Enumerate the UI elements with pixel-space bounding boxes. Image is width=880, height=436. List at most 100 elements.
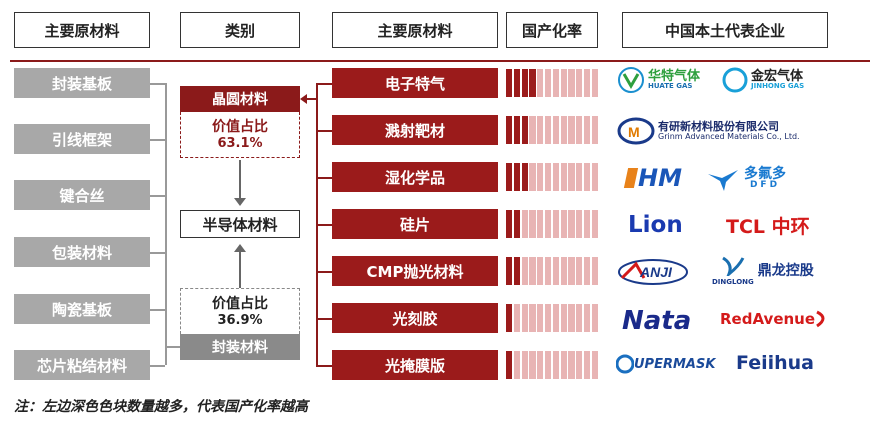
localization-block [544, 210, 552, 238]
localization-block [552, 210, 560, 238]
localization-block [521, 69, 528, 97]
localization-block [583, 304, 591, 332]
localization-block [552, 163, 560, 191]
header-domestic-companies: 中国本土代表企业 [622, 12, 828, 48]
tcl-name: TCL 中环 [726, 216, 810, 238]
localization-block [544, 304, 552, 332]
wafer-material-2: 溅射靶材 [332, 115, 498, 145]
huate-icon [618, 67, 644, 93]
localization-block [552, 116, 560, 144]
huate-en: HUATE GAS [648, 82, 693, 90]
localization-block [591, 257, 599, 285]
category-semiconductor: 半导体材料 [180, 210, 300, 238]
hm-name: HM [638, 164, 682, 192]
localization-block [560, 351, 567, 379]
wafer-arrow-line [306, 98, 316, 100]
localization-block [576, 304, 583, 332]
packaging-material-4: 包装材料 [14, 237, 150, 267]
localization-bar-5 [506, 257, 599, 285]
localization-block [583, 69, 591, 97]
arrow-up [239, 252, 241, 288]
localization-block [529, 304, 536, 332]
localization-block [583, 257, 591, 285]
localization-block [521, 116, 528, 144]
localization-block [576, 257, 583, 285]
wafer-arrow-head [300, 94, 307, 104]
dinglong-name: 鼎龙控股 [757, 263, 814, 279]
localization-block [576, 351, 583, 379]
svg-text:M: M [628, 124, 640, 140]
redavenue-swoosh-icon [816, 310, 825, 328]
hm-accent-icon [623, 168, 639, 188]
wafer-share-label: 价值占比 [212, 119, 268, 135]
supermask-icon [616, 354, 634, 374]
localization-bar-1 [506, 69, 599, 97]
grinm-icon: M [617, 117, 655, 145]
jinhong-en: JINHONG GAS [751, 82, 805, 90]
localization-block [552, 69, 560, 97]
localization-block [537, 304, 544, 332]
pkg-tick-3 [150, 195, 165, 197]
grinm-en: Grinm Advanced Materials Co., Ltd. [658, 131, 800, 141]
localization-block [513, 210, 521, 238]
packaging-material-2: 引线框架 [14, 124, 150, 154]
logo-feilihua: Feiihua [736, 352, 814, 374]
wafer-tick-7 [316, 365, 332, 367]
arrow-down-head [234, 198, 246, 206]
pkg-tick-2 [150, 139, 165, 141]
localization-block [568, 163, 575, 191]
packaging-share-label: 价值占比 [212, 296, 268, 312]
packaging-material-6: 芯片粘结材料 [14, 350, 150, 380]
wafer-material-6: 光刻胶 [332, 303, 498, 333]
localization-block [529, 210, 536, 238]
packaging-share-box: 价值占比 36.9% [180, 288, 300, 334]
jinhong-name: 金宏气体 [751, 69, 804, 84]
localization-block [544, 116, 552, 144]
packaging-material-3: 键合丝 [14, 180, 150, 210]
grinm-name: 有研新材料股份有限公司 [658, 119, 779, 133]
localization-block [506, 163, 513, 191]
localization-bar-4 [506, 210, 599, 238]
wafer-material-4: 硅片 [332, 209, 498, 239]
dinglong-icon [722, 256, 745, 279]
localization-block [521, 210, 528, 238]
localization-block [529, 257, 536, 285]
footnote: 注：左边深色色块数量越多，代表国产化率越高 [14, 399, 308, 415]
header-main-materials-right: 主要原材料 [332, 12, 498, 48]
logo-huate-gas: 华特气体 HUATE GAS [616, 66, 700, 94]
header-localization-rate: 国产化率 [506, 12, 598, 48]
svg-text:ANJI: ANJI [639, 264, 673, 280]
redavenue-name: RedAvenue [720, 310, 816, 328]
localization-block [513, 116, 521, 144]
localization-block [591, 69, 599, 97]
localization-block [591, 163, 599, 191]
localization-block [560, 116, 567, 144]
localization-block [537, 351, 544, 379]
localization-block [560, 257, 567, 285]
localization-block [591, 304, 599, 332]
dfd-name: 多氟多 [744, 165, 786, 182]
wafer-share-box: 价值占比 63.1% [180, 112, 300, 158]
wafer-dashed-top [180, 86, 300, 112]
pkg-to-category [165, 346, 180, 348]
dfd-en: DFD [749, 179, 781, 190]
localization-block [552, 304, 560, 332]
wafer-tick-1 [316, 83, 332, 85]
localization-block [583, 210, 591, 238]
localization-block [560, 69, 567, 97]
localization-block [529, 163, 536, 191]
wafer-share-value: 63.1% [217, 136, 263, 151]
localization-block [576, 69, 583, 97]
localization-block [537, 257, 544, 285]
localization-block [591, 116, 599, 144]
localization-block [583, 163, 591, 191]
logo-grinm: M 有研新材料股份有限公司 Grinm Advanced Materials C… [616, 116, 800, 146]
localization-bar-2 [506, 116, 599, 144]
localization-block [576, 163, 583, 191]
wafer-tick-4 [316, 224, 332, 226]
logo-jinhong-gas: 金宏气体 JINHONG GAS [722, 66, 804, 94]
logo-supermask: UPERMASK [616, 354, 715, 374]
anji-icon: ANJI [618, 259, 688, 285]
localization-bar-3 [506, 163, 599, 191]
huate-name: 华特气体 [648, 69, 701, 84]
